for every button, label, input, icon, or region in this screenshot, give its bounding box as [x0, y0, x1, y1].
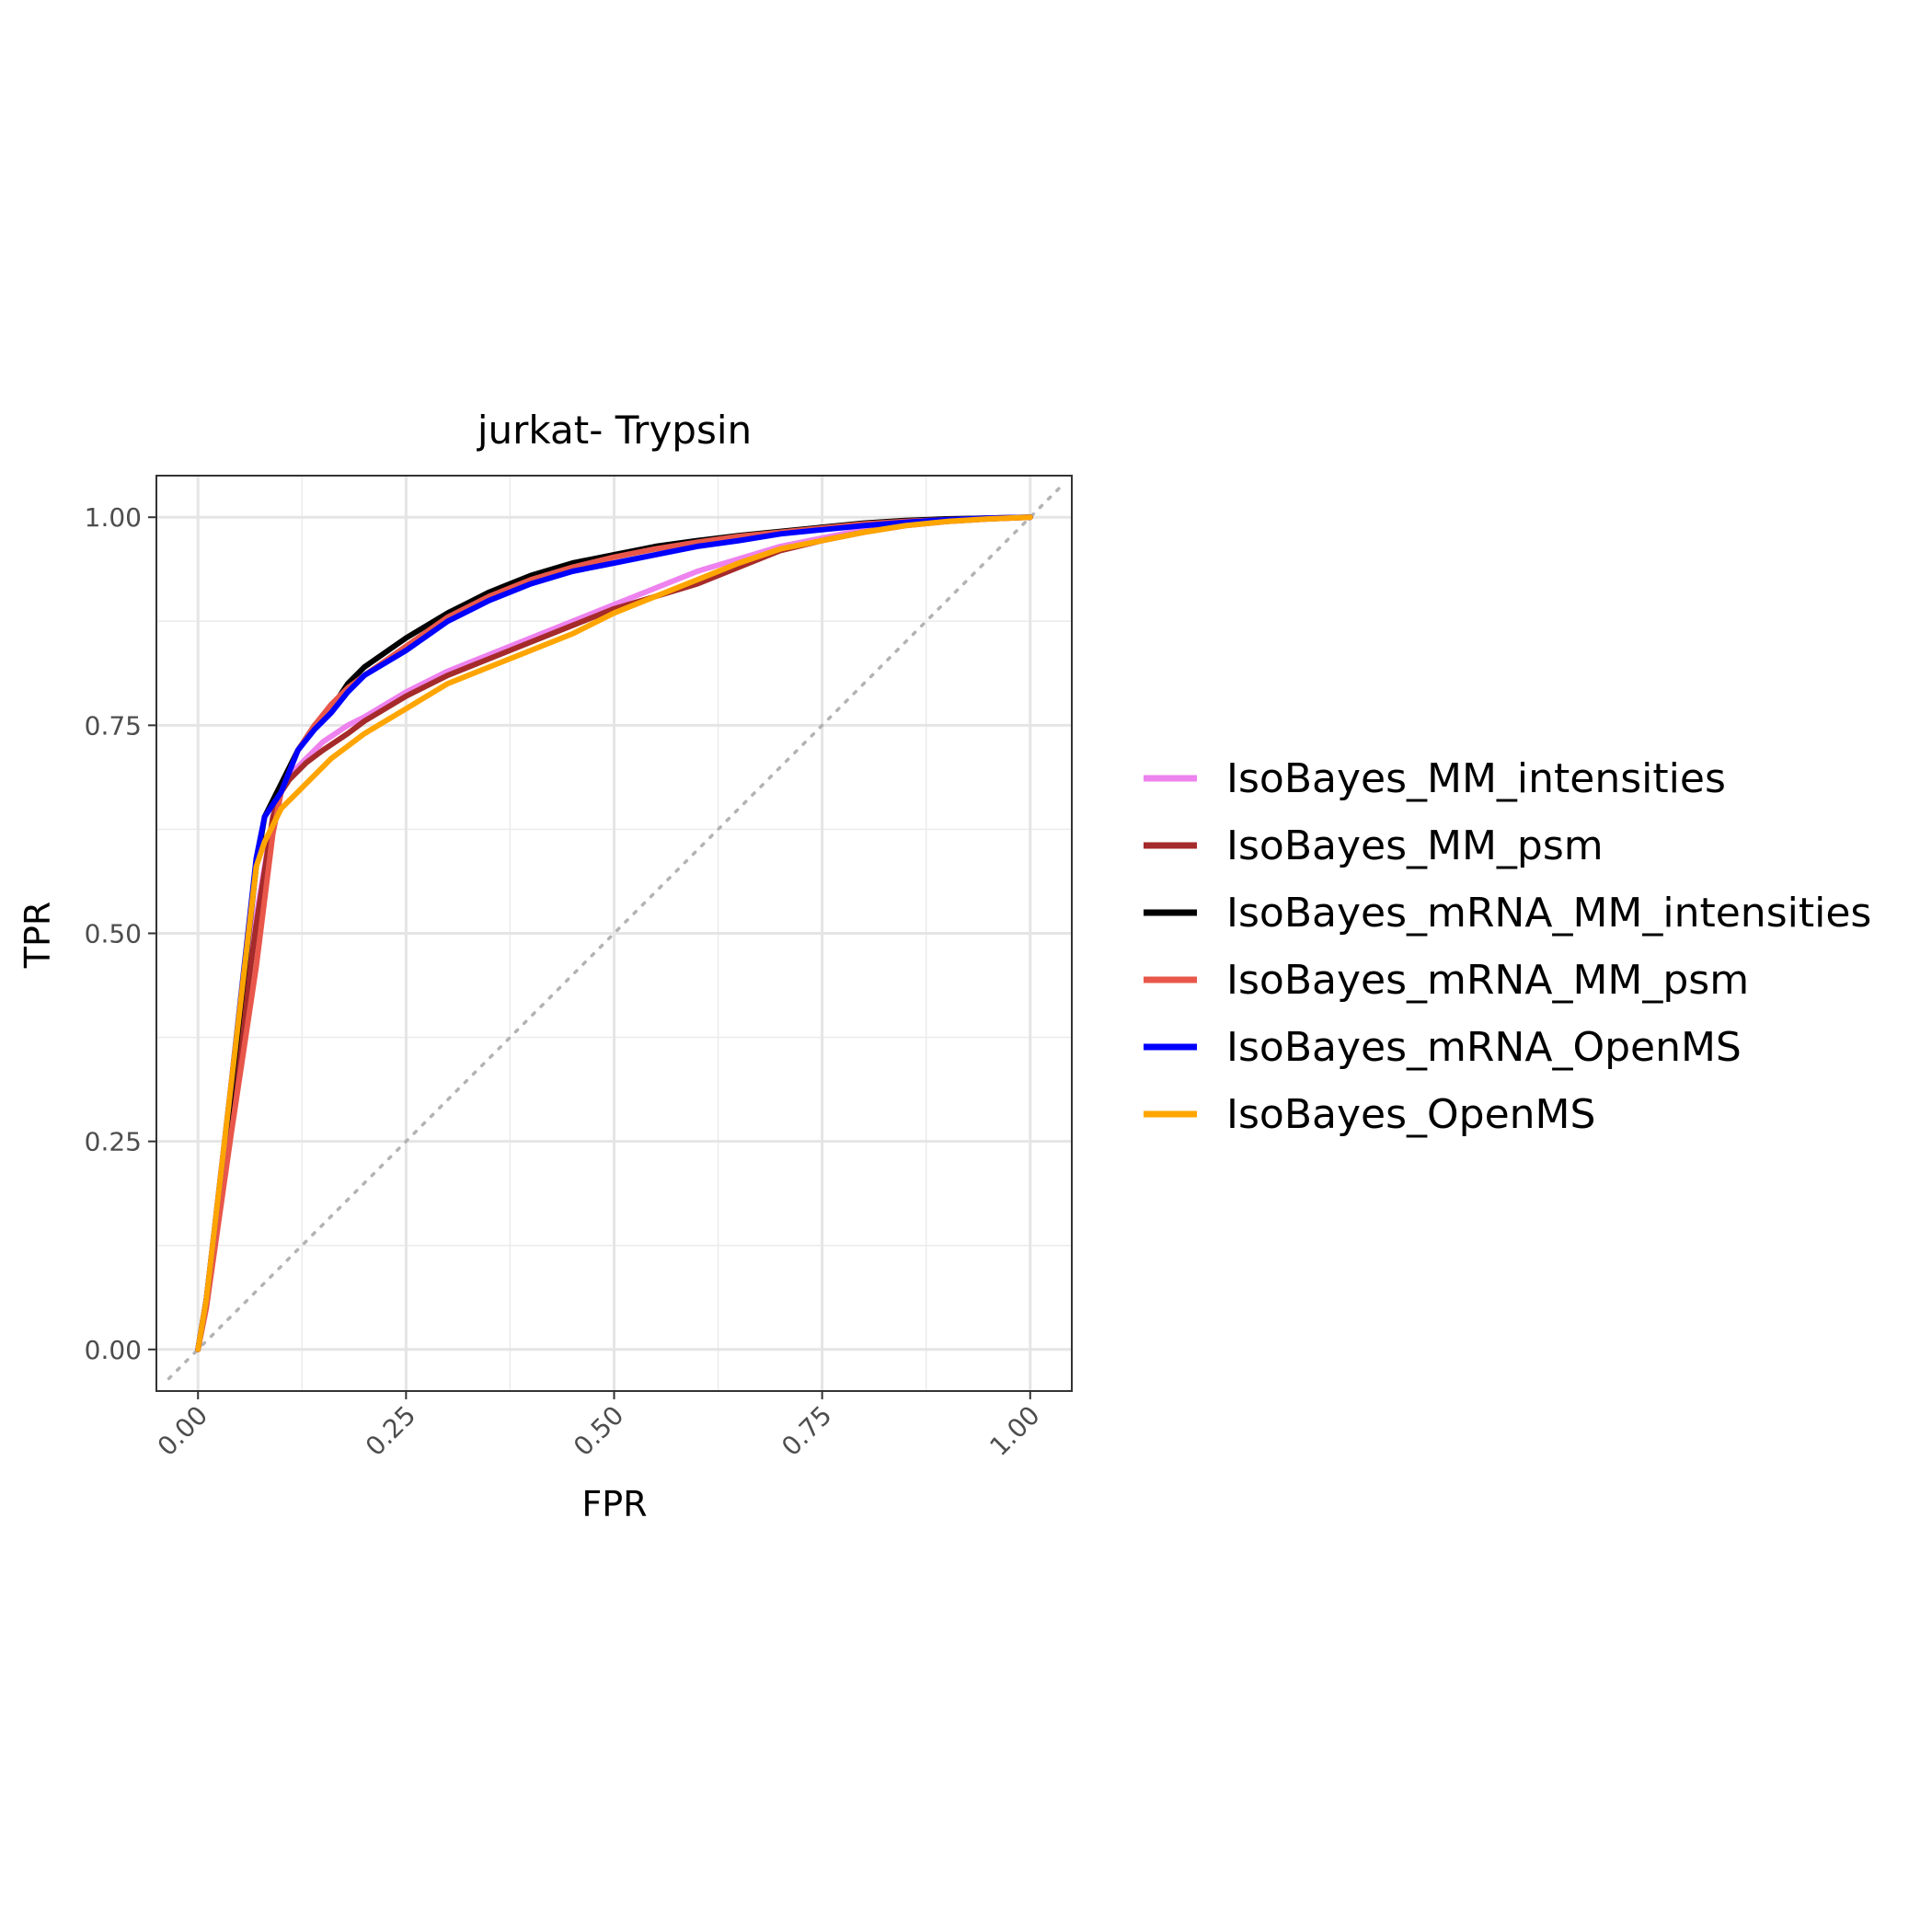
legend-label-IsoBayes_mRNA_MM_psm: IsoBayes_mRNA_MM_psm: [1226, 957, 1749, 1004]
y-tick-label: 0.00: [85, 1335, 142, 1365]
y-axis-title: TPR: [17, 902, 58, 970]
y-tick-label: 0.75: [85, 710, 142, 741]
plot-panel: 0.00 0.25 0.50 0.75 1.000.000.250.500.751.00: [85, 475, 1073, 1462]
legend-label-IsoBayes_mRNA_OpenMS: IsoBayes_mRNA_OpenMS: [1226, 1024, 1742, 1071]
diagonal-reference-line: [167, 482, 1065, 1381]
series-line-IsoBayes_mRNA_OpenMS: [195, 514, 1033, 1352]
y-tick-label: 0.25: [85, 1127, 142, 1157]
legend-label-IsoBayes_OpenMS: IsoBayes_OpenMS: [1226, 1091, 1595, 1138]
legend: IsoBayes_MM_intensities IsoBayes_MM_psm Is…: [1144, 755, 1871, 1138]
series-line-IsoBayes_OpenMS: [195, 514, 1033, 1352]
y-tick-label: 1.00: [85, 502, 142, 533]
chart-title: jurkat- Trypsin: [477, 408, 752, 453]
legend-label-IsoBayes_mRNA_MM_intensities: IsoBayes_mRNA_MM_intensities: [1226, 890, 1871, 937]
legend-label-IsoBayes_MM_psm: IsoBayes_MM_psm: [1226, 822, 1604, 869]
y-tick-label: 0.50: [85, 919, 142, 949]
x-axis-title: FPR: [581, 1484, 647, 1524]
legend-label-IsoBayes_MM_intensities: IsoBayes_MM_intensities: [1226, 755, 1726, 802]
